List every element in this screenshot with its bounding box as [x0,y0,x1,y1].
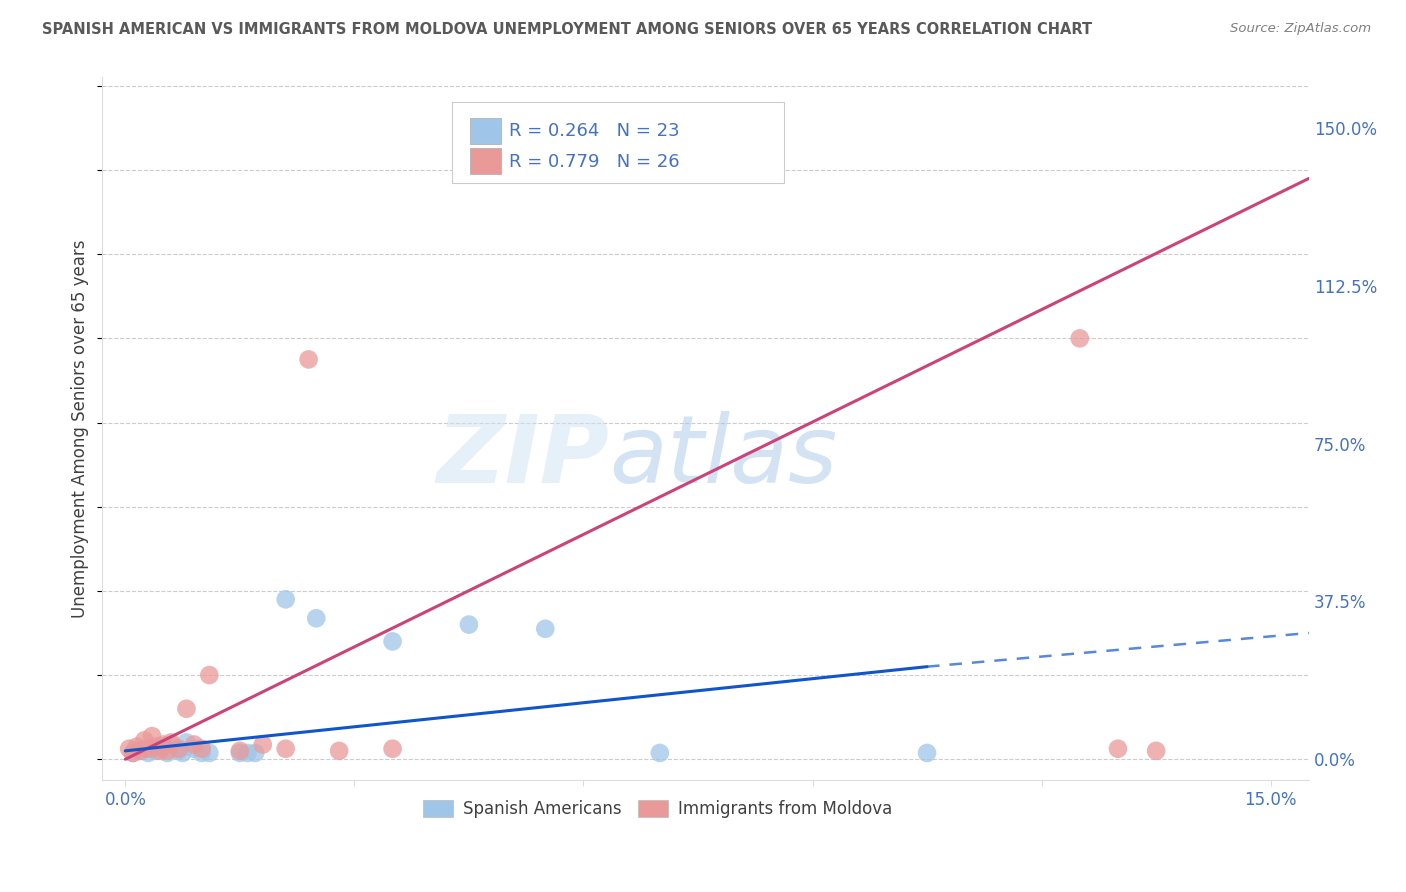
FancyBboxPatch shape [471,118,501,145]
Point [183,741,205,756]
Point [125,739,148,754]
Point [236,746,259,760]
Point [274,592,297,607]
Point [156,746,179,760]
Point [381,741,404,756]
Point [122,746,145,760]
Point [160,735,183,749]
Point [145,744,167,758]
Point [118,741,141,756]
FancyBboxPatch shape [471,148,501,175]
Point [190,741,212,756]
Point [172,746,194,760]
Point [297,352,319,367]
Text: SPANISH AMERICAN VS IMMIGRANTS FROM MOLDOVA UNEMPLOYMENT AMONG SENIORS OVER 65 Y: SPANISH AMERICAN VS IMMIGRANTS FROM MOLD… [42,22,1092,37]
Point [274,741,297,756]
Point [381,634,404,648]
Point [152,739,174,754]
Point [229,746,252,760]
FancyBboxPatch shape [453,102,785,183]
Point [141,741,163,756]
Point [1107,741,1129,756]
Text: R = 0.779   N = 26: R = 0.779 N = 26 [509,153,679,170]
Point [167,741,190,756]
Point [229,744,252,758]
Point [176,735,198,749]
Point [183,738,205,752]
Point [915,746,938,760]
Point [458,617,481,632]
Point [328,744,350,758]
Y-axis label: Unemployment Among Seniors over 65 years: Unemployment Among Seniors over 65 years [72,240,89,618]
Text: ZIP: ZIP [436,411,609,503]
Point [152,738,174,752]
Legend: Spanish Americans, Immigrants from Moldova: Spanish Americans, Immigrants from Moldo… [416,793,898,825]
Point [122,746,145,760]
Point [1069,331,1091,345]
Point [156,744,179,758]
Point [134,733,156,747]
Point [198,668,221,682]
Point [129,744,152,758]
Point [176,702,198,716]
Text: R = 0.264   N = 23: R = 0.264 N = 23 [509,122,679,140]
Point [198,746,221,760]
Point [167,744,190,758]
Point [243,746,266,760]
Point [136,746,159,760]
Point [145,739,167,754]
Text: atlas: atlas [609,411,838,502]
Point [1144,744,1167,758]
Text: Source: ZipAtlas.com: Source: ZipAtlas.com [1230,22,1371,36]
Point [129,744,152,758]
Point [305,611,328,625]
Point [534,622,557,636]
Point [141,729,163,743]
Point [190,746,212,760]
Point [160,738,183,752]
Point [136,741,159,756]
Point [149,744,172,758]
Point [648,746,671,760]
Point [252,738,274,752]
